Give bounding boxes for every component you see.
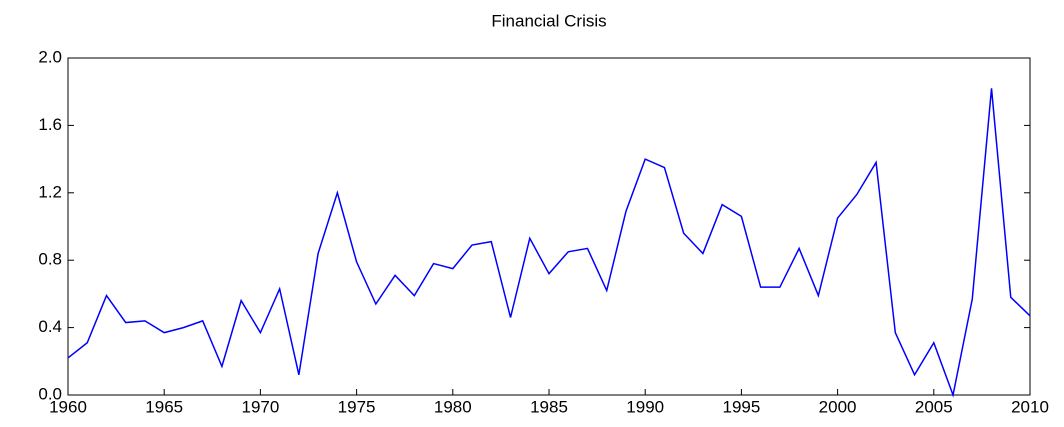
y-tick-label: 2.0: [38, 47, 62, 66]
x-tick-label: 1980: [434, 397, 472, 416]
data-line: [67, 88, 1031, 398]
x-tick-label: 2005: [915, 397, 953, 416]
x-tick-label: 1975: [338, 397, 376, 416]
x-tick-label: 1960: [49, 397, 87, 416]
x-tick-label: 1970: [241, 397, 279, 416]
y-tick-label: 0.8: [38, 250, 62, 269]
y-tick-label: 1.6: [38, 115, 62, 134]
y-tick-label: 0.4: [38, 317, 62, 336]
y-tick-label: 1.2: [38, 182, 62, 201]
y-tick-label: 0.0: [38, 384, 62, 403]
x-tick-label: 1985: [530, 397, 568, 416]
x-tick-label: 1965: [145, 397, 183, 416]
x-tick-label: 2000: [819, 397, 857, 416]
x-tick-label: 1995: [722, 397, 760, 416]
x-tick-label: 1990: [626, 397, 664, 416]
x-tick-label: 2010: [1011, 397, 1049, 416]
chart-title: Financial Crisis: [491, 11, 606, 30]
